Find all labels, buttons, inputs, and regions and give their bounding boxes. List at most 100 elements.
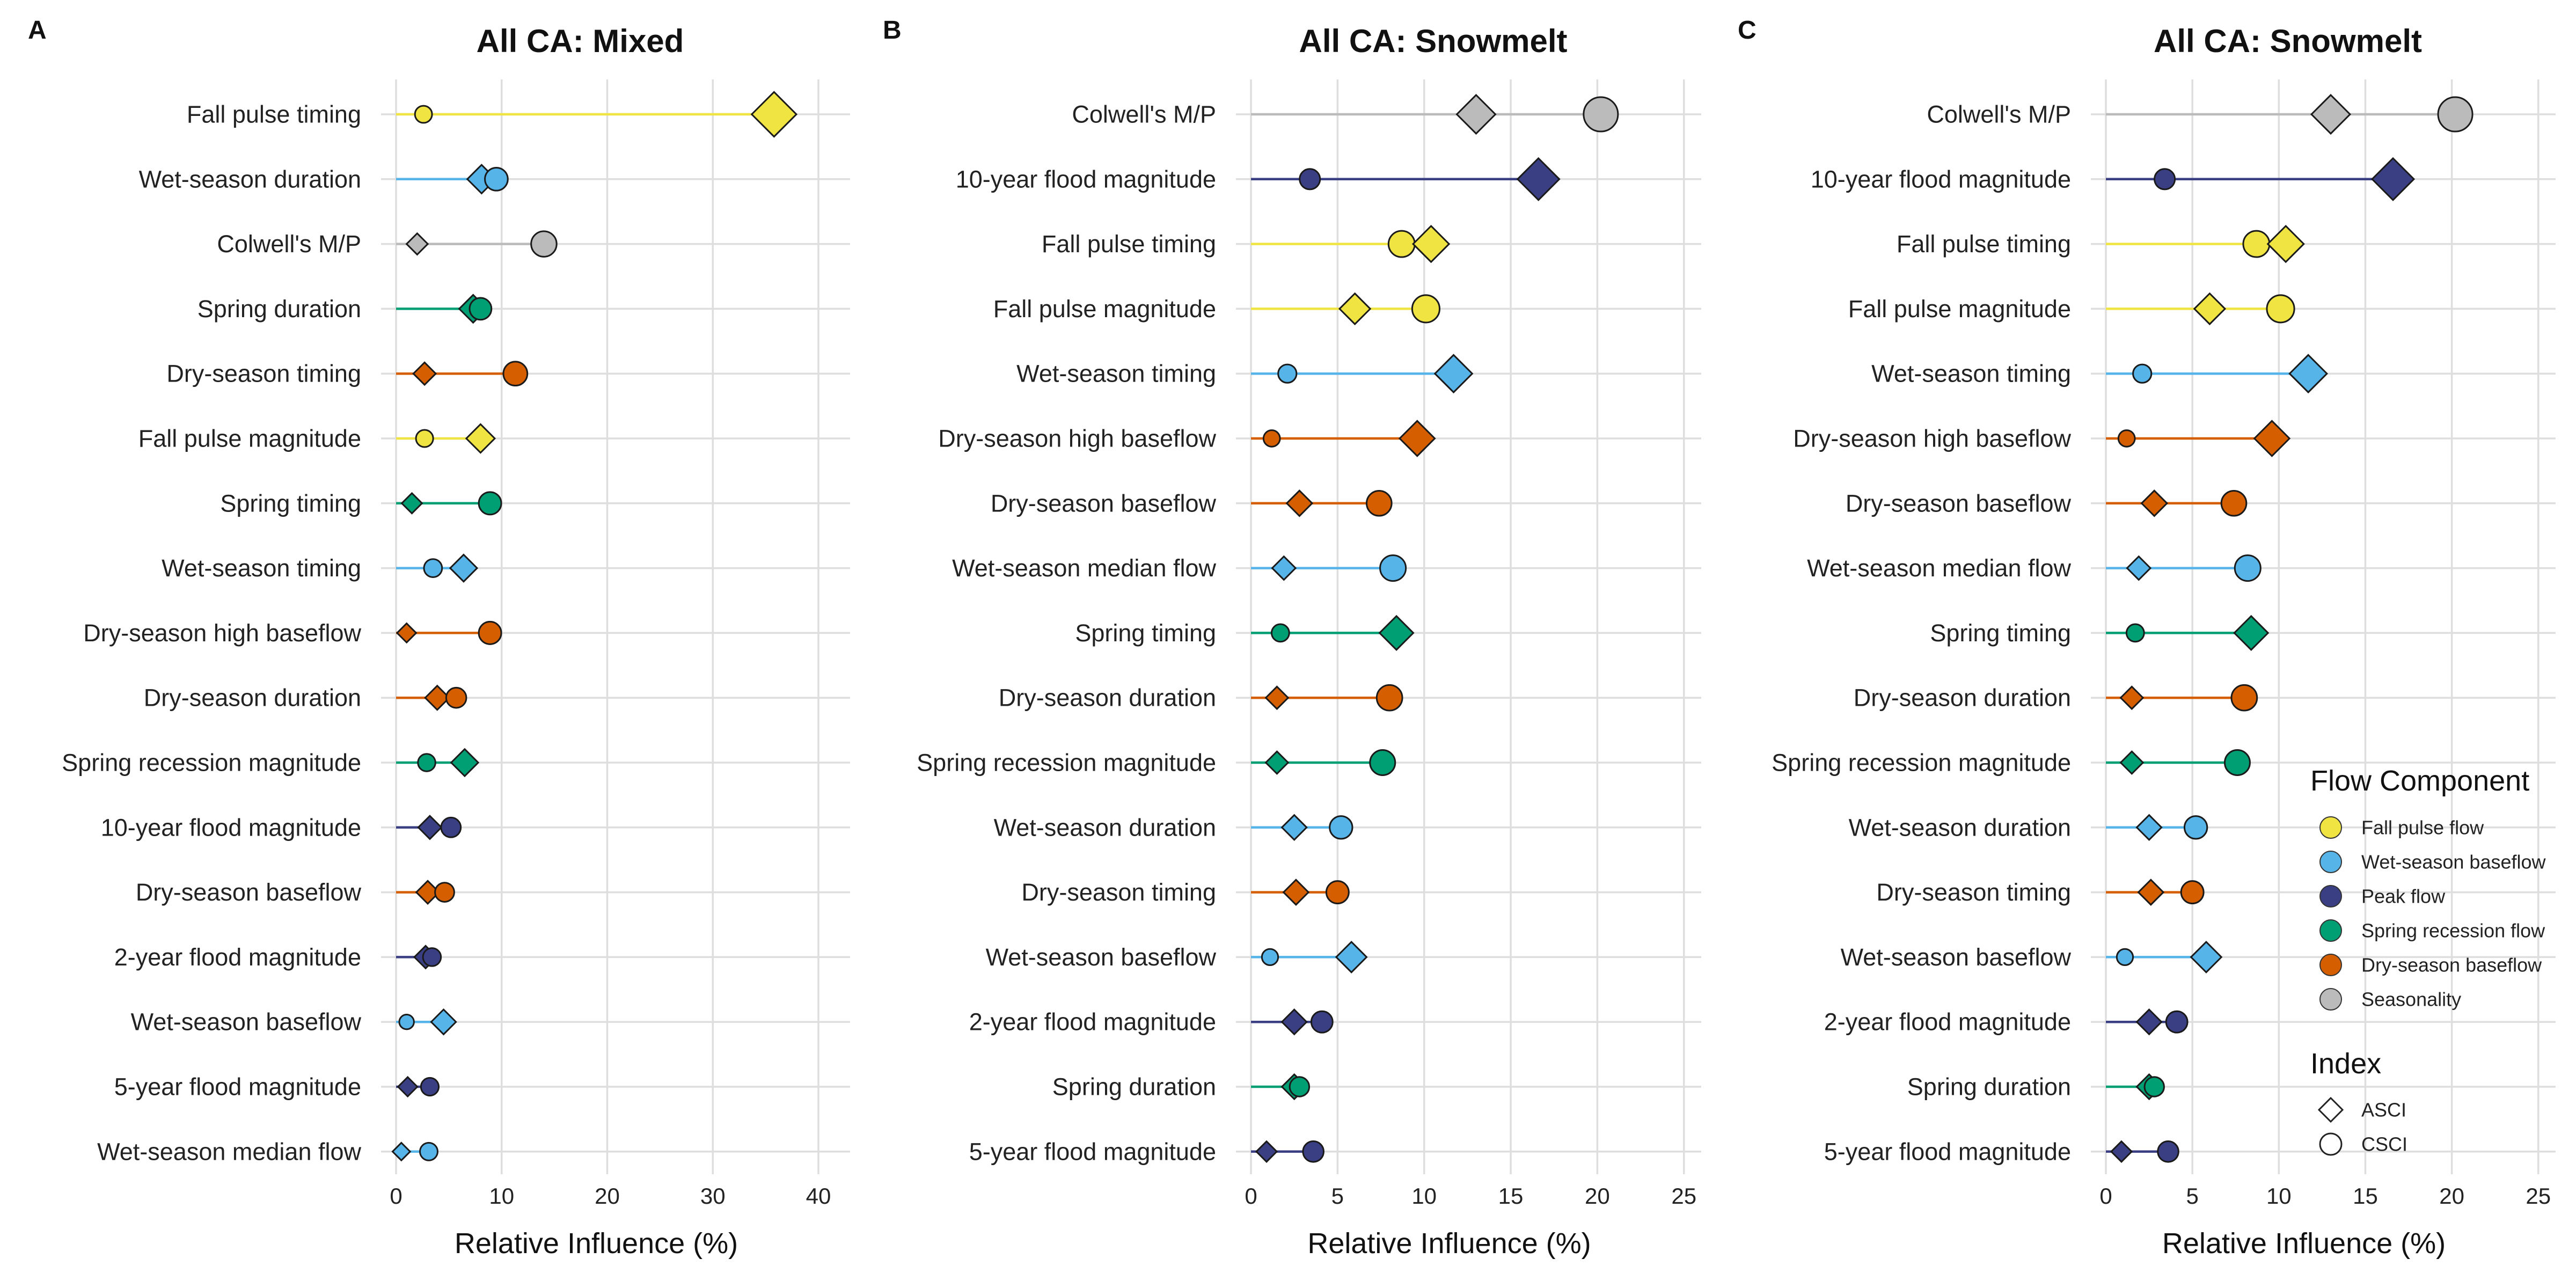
csci-point <box>2165 1010 2189 1034</box>
panel-b: 0 5 10 15 20 25 Colwell's M/P 10-year flood mag… <box>883 16 1701 1260</box>
row-fall-pulse-magnitude: Fall pulse magnitude <box>993 292 1440 326</box>
x-tick-label: 20 <box>595 1183 620 1209</box>
row-dry-season-high-baseflow: Dry-season high baseflow <box>938 420 1436 457</box>
row-2-year-flood-magnitude: 2-year flood magnitude <box>969 1008 1334 1036</box>
asci-point <box>2233 614 2270 651</box>
csci-point <box>398 1014 415 1030</box>
category-label: Fall pulse magnitude <box>138 425 361 452</box>
row-wet-season-timing: Wet-season timing <box>1871 354 2328 394</box>
panel-label: A <box>28 16 47 45</box>
x-tick-label: 30 <box>700 1183 726 1209</box>
csci-point <box>422 947 442 967</box>
row-spring-timing: Spring timing <box>1930 614 2270 651</box>
csci-point <box>419 1141 438 1161</box>
category-label: Dry-season baseflow <box>136 879 362 906</box>
legend-swatch <box>2319 988 2342 1011</box>
csci-point <box>423 558 443 578</box>
asci-point <box>1282 879 1310 906</box>
x-tick-label: 5 <box>2186 1183 2198 1209</box>
row-dry-season-timing: Dry-season timing <box>166 360 529 387</box>
legend: Flow Component Fall pulse flow Wet-season … <box>2310 765 2546 1156</box>
category-label: Fall pulse timing <box>1042 230 1216 258</box>
asci-point <box>396 622 418 644</box>
asci-point <box>417 815 443 840</box>
category-label: Spring duration <box>197 295 361 323</box>
row-5-year-flood-magnitude: 5-year flood magnitude <box>114 1073 440 1101</box>
row-dry-season-baseflow: Dry-season baseflow <box>1846 489 2248 517</box>
asci-point <box>1280 1008 1308 1036</box>
asci-point <box>1255 1140 1278 1163</box>
row-dry-season-duration: Dry-season duration <box>999 684 1403 712</box>
legend-label: Seasonality <box>2361 989 2461 1011</box>
row-5-year-flood-magnitude: 5-year flood magnitude <box>1824 1138 2179 1165</box>
category-label: Wet-season timing <box>1016 360 1216 387</box>
asci-point <box>1516 157 1561 201</box>
category-label: Dry-season timing <box>1021 879 1216 906</box>
asci-point <box>400 492 423 515</box>
row-spring-timing: Spring timing <box>220 489 502 517</box>
legend-label: Peak flow <box>2361 885 2446 908</box>
csci-point <box>2157 1140 2179 1163</box>
category-label: Wet-season baseflow <box>986 943 1217 971</box>
category-label: 2-year flood magnitude <box>114 943 361 971</box>
csci-point <box>469 297 493 321</box>
category-label: Dry-season timing <box>1876 879 2071 906</box>
panel-c: 0 5 10 15 20 25 Colwell's M/P 10-year flood mag… <box>1738 16 2556 1260</box>
row-wet-season-median-flow: Wet-season median flow <box>952 554 1407 582</box>
category-label: 10-year flood magnitude <box>1811 165 2071 193</box>
csci-point <box>2230 684 2258 712</box>
asci-point <box>1271 555 1297 581</box>
row-dry-season-duration: Dry-season duration <box>1854 684 2258 712</box>
row-fall-pulse-timing: Fall pulse timing <box>1042 224 1451 264</box>
category-label: Fall pulse timing <box>1897 230 2071 258</box>
asci-point <box>2140 489 2169 517</box>
asci-point <box>1433 354 1474 394</box>
x-tick-label: 5 <box>1331 1183 1344 1209</box>
row-wet-season-median-flow: Wet-season median flow <box>1807 554 2262 582</box>
row-dry-season-timing: Dry-season timing <box>1021 879 1350 906</box>
csci-point <box>2223 749 2251 776</box>
category-label: Dry-season high baseflow <box>83 619 361 647</box>
csci-point <box>502 361 529 387</box>
index-legend-title: Index <box>2310 1048 2381 1080</box>
legend-item: Wet-season baseflow <box>2319 851 2546 873</box>
csci-point <box>1329 815 1353 840</box>
category-label: Dry-season duration <box>999 684 1216 712</box>
x-tick-label: 20 <box>1585 1183 1610 1209</box>
category-label: Fall pulse magnitude <box>993 295 1216 323</box>
asci-point <box>2193 292 2227 326</box>
x-tick-label: 10 <box>1411 1183 1437 1209</box>
row-spring-recession-magnitude: Spring recession magnitude <box>1772 749 2251 777</box>
csci-point <box>1270 623 1290 643</box>
legend-swatch <box>2319 851 2342 873</box>
category-label: Spring duration <box>1052 1073 1216 1101</box>
category-label: Spring recession magnitude <box>62 749 361 777</box>
x-axis-label: Relative Influence (%) <box>2162 1227 2446 1260</box>
row-fall-pulse-magnitude: Fall pulse magnitude <box>138 423 496 454</box>
panel-title: All CA: Snowmelt <box>1299 23 1567 59</box>
category-label: Spring timing <box>220 489 361 517</box>
category-label: Colwell's M/P <box>1927 101 2071 128</box>
csci-point <box>1302 1140 1324 1163</box>
panel-title: All CA: Snowmelt <box>2154 23 2422 59</box>
category-label: Fall pulse magnitude <box>1848 295 2071 323</box>
asci-point <box>750 91 798 138</box>
legend-label: Wet-season baseflow <box>2361 851 2546 873</box>
category-label: Spring duration <box>1907 1073 2071 1101</box>
row-10-year-flood-magnitude: 10-year flood magnitude <box>956 157 1561 201</box>
csci-point <box>1262 429 1281 448</box>
x-tick-label: 25 <box>1671 1183 1696 1209</box>
x-tick-label: 10 <box>489 1183 514 1209</box>
category-label: Colwell's M/P <box>1072 101 1216 128</box>
index-legend-item: ASCI <box>2317 1096 2406 1123</box>
x-axis-label: Relative Influence (%) <box>1307 1227 1591 1260</box>
row-wet-season-duration: Wet-season duration <box>1849 814 2208 841</box>
legend-label: Fall pulse flow <box>2361 817 2484 839</box>
row-wet-season-baseflow: Wet-season baseflow <box>986 940 1368 974</box>
panel-a: 0 10 20 30 40 Fall pulse timing Wet-season dur… <box>28 16 850 1260</box>
category-label: Dry-season high baseflow <box>1793 425 2071 452</box>
asci-point <box>412 361 437 386</box>
csci-point <box>2125 623 2145 643</box>
csci-point <box>2117 429 2136 448</box>
